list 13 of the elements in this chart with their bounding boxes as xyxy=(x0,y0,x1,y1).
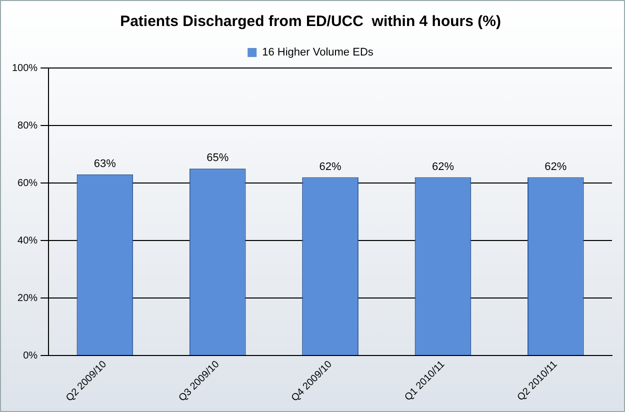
legend-label: 16 Higher Volume EDs xyxy=(262,46,374,59)
data-label: 62% xyxy=(432,160,454,173)
chart-title: Patients Discharged from ED/UCC within 4 hours (%) xyxy=(120,13,501,30)
y-tick-label: 20% xyxy=(18,292,38,304)
y-tick-label: 0% xyxy=(23,350,38,362)
data-label: 62% xyxy=(544,160,567,173)
y-tick-label: 100% xyxy=(12,62,38,74)
y-tick-label: 40% xyxy=(18,235,38,246)
data-label: 65% xyxy=(206,152,229,164)
data-label: 62% xyxy=(319,160,342,173)
y-tick-label: 60% xyxy=(18,178,38,189)
data-label: 63% xyxy=(94,158,116,170)
y-tick-label: 80% xyxy=(18,120,38,132)
